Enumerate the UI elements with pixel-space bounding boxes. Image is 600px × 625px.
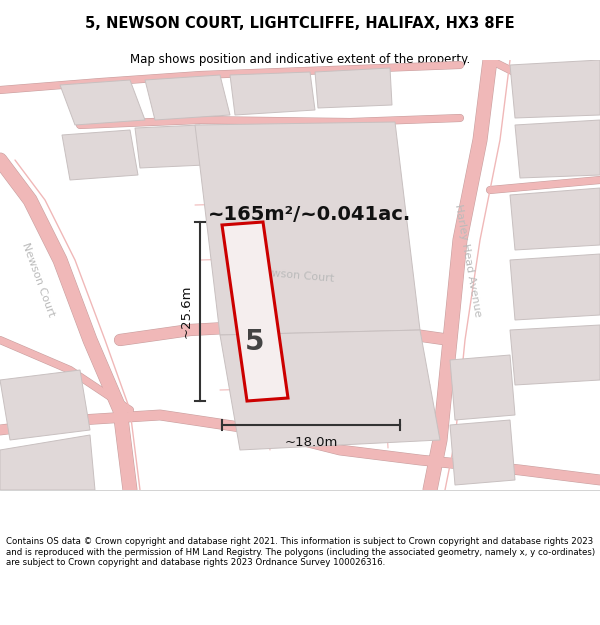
Text: 5, NEWSON COURT, LIGHTCLIFFE, HALIFAX, HX3 8FE: 5, NEWSON COURT, LIGHTCLIFFE, HALIFAX, H… bbox=[85, 16, 515, 31]
Polygon shape bbox=[230, 72, 315, 115]
Polygon shape bbox=[0, 370, 90, 440]
Text: ~25.6m: ~25.6m bbox=[179, 285, 193, 338]
Polygon shape bbox=[515, 120, 600, 178]
Polygon shape bbox=[195, 122, 420, 335]
Polygon shape bbox=[510, 60, 600, 118]
Text: Contains OS data © Crown copyright and database right 2021. This information is : Contains OS data © Crown copyright and d… bbox=[6, 538, 595, 568]
Text: Harley Head Avenue: Harley Head Avenue bbox=[453, 203, 483, 317]
Polygon shape bbox=[222, 222, 288, 401]
Text: Newson Court: Newson Court bbox=[20, 242, 56, 318]
Text: Newson Court: Newson Court bbox=[256, 267, 334, 283]
Polygon shape bbox=[62, 130, 138, 180]
Polygon shape bbox=[145, 75, 230, 120]
Text: ~165m²/~0.041ac.: ~165m²/~0.041ac. bbox=[208, 206, 412, 224]
Polygon shape bbox=[510, 188, 600, 250]
Text: ~18.0m: ~18.0m bbox=[284, 436, 338, 449]
Polygon shape bbox=[315, 68, 392, 108]
Text: 5: 5 bbox=[245, 328, 265, 356]
Polygon shape bbox=[135, 125, 205, 168]
Text: Map shows position and indicative extent of the property.: Map shows position and indicative extent… bbox=[130, 53, 470, 66]
Polygon shape bbox=[60, 80, 145, 125]
Polygon shape bbox=[0, 435, 95, 490]
Polygon shape bbox=[510, 254, 600, 320]
Polygon shape bbox=[450, 420, 515, 485]
Polygon shape bbox=[510, 325, 600, 385]
Polygon shape bbox=[220, 330, 440, 450]
Polygon shape bbox=[450, 355, 515, 420]
